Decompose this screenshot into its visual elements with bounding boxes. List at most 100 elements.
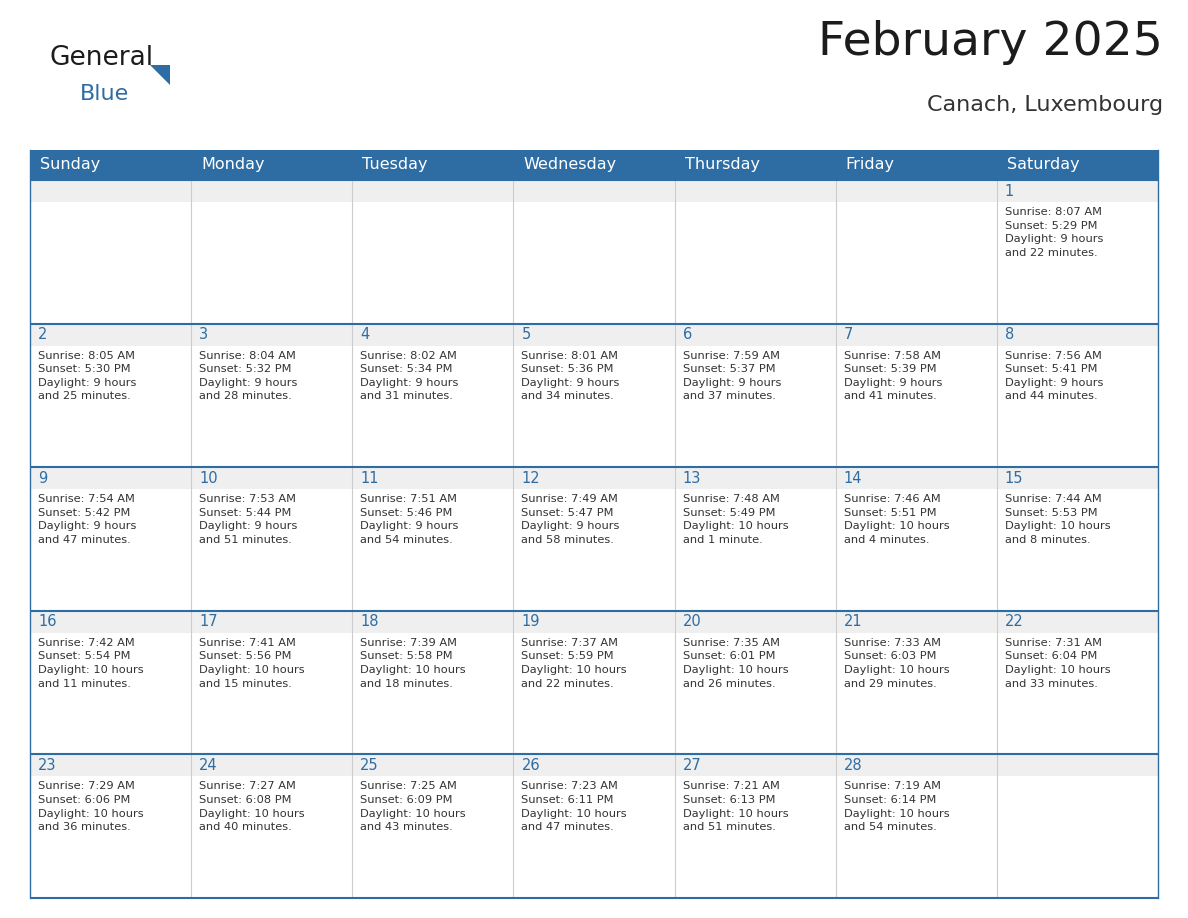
Bar xyxy=(353,610,513,633)
Bar xyxy=(997,324,1158,345)
Bar xyxy=(675,180,835,324)
Text: Sunrise: 8:05 AM
Sunset: 5:30 PM
Daylight: 9 hours
and 25 minutes.: Sunrise: 8:05 AM Sunset: 5:30 PM Dayligh… xyxy=(38,351,137,401)
Bar xyxy=(675,467,835,610)
Text: 19: 19 xyxy=(522,614,539,630)
Text: Wednesday: Wednesday xyxy=(524,158,617,173)
Bar xyxy=(513,324,675,345)
Bar xyxy=(513,755,675,777)
Text: Sunrise: 7:58 AM
Sunset: 5:39 PM
Daylight: 9 hours
and 41 minutes.: Sunrise: 7:58 AM Sunset: 5:39 PM Dayligh… xyxy=(843,351,942,401)
Text: Sunrise: 7:19 AM
Sunset: 6:14 PM
Daylight: 10 hours
and 54 minutes.: Sunrise: 7:19 AM Sunset: 6:14 PM Dayligh… xyxy=(843,781,949,833)
Bar xyxy=(835,324,997,345)
Text: 25: 25 xyxy=(360,758,379,773)
Text: Sunrise: 7:39 AM
Sunset: 5:58 PM
Daylight: 10 hours
and 18 minutes.: Sunrise: 7:39 AM Sunset: 5:58 PM Dayligh… xyxy=(360,638,466,688)
Text: 26: 26 xyxy=(522,758,541,773)
Text: Sunrise: 7:33 AM
Sunset: 6:03 PM
Daylight: 10 hours
and 29 minutes.: Sunrise: 7:33 AM Sunset: 6:03 PM Dayligh… xyxy=(843,638,949,688)
Bar xyxy=(997,324,1158,467)
Bar xyxy=(30,180,191,202)
Text: 17: 17 xyxy=(200,614,217,630)
Text: 21: 21 xyxy=(843,614,862,630)
Text: February 2025: February 2025 xyxy=(819,20,1163,65)
Bar xyxy=(353,324,513,345)
Bar xyxy=(191,755,353,777)
Bar xyxy=(191,180,353,324)
Text: 28: 28 xyxy=(843,758,862,773)
Text: Tuesday: Tuesday xyxy=(362,158,428,173)
Text: 16: 16 xyxy=(38,614,57,630)
Bar xyxy=(997,467,1158,489)
Bar xyxy=(835,180,997,202)
Bar xyxy=(513,610,675,755)
Text: Sunrise: 7:25 AM
Sunset: 6:09 PM
Daylight: 10 hours
and 43 minutes.: Sunrise: 7:25 AM Sunset: 6:09 PM Dayligh… xyxy=(360,781,466,833)
Bar xyxy=(30,324,191,345)
Text: Sunrise: 7:35 AM
Sunset: 6:01 PM
Daylight: 10 hours
and 26 minutes.: Sunrise: 7:35 AM Sunset: 6:01 PM Dayligh… xyxy=(683,638,788,688)
Text: Thursday: Thursday xyxy=(684,158,759,173)
Bar xyxy=(513,755,675,898)
Bar xyxy=(675,610,835,633)
Bar xyxy=(675,324,835,467)
Text: Monday: Monday xyxy=(201,158,265,173)
Text: Sunrise: 7:41 AM
Sunset: 5:56 PM
Daylight: 10 hours
and 15 minutes.: Sunrise: 7:41 AM Sunset: 5:56 PM Dayligh… xyxy=(200,638,305,688)
Bar xyxy=(30,467,191,489)
Bar xyxy=(675,755,835,898)
Bar xyxy=(997,467,1158,610)
Bar xyxy=(997,610,1158,633)
Text: 18: 18 xyxy=(360,614,379,630)
Text: Sunrise: 7:42 AM
Sunset: 5:54 PM
Daylight: 10 hours
and 11 minutes.: Sunrise: 7:42 AM Sunset: 5:54 PM Dayligh… xyxy=(38,638,144,688)
Text: Sunday: Sunday xyxy=(40,158,100,173)
Text: Sunrise: 7:37 AM
Sunset: 5:59 PM
Daylight: 10 hours
and 22 minutes.: Sunrise: 7:37 AM Sunset: 5:59 PM Dayligh… xyxy=(522,638,627,688)
Bar xyxy=(675,467,835,489)
Bar xyxy=(997,180,1158,324)
Text: 3: 3 xyxy=(200,327,208,342)
Text: Sunrise: 7:44 AM
Sunset: 5:53 PM
Daylight: 10 hours
and 8 minutes.: Sunrise: 7:44 AM Sunset: 5:53 PM Dayligh… xyxy=(1005,494,1111,545)
Bar xyxy=(30,610,191,755)
Bar xyxy=(997,755,1158,898)
Bar xyxy=(353,180,513,324)
Text: Sunrise: 7:56 AM
Sunset: 5:41 PM
Daylight: 9 hours
and 44 minutes.: Sunrise: 7:56 AM Sunset: 5:41 PM Dayligh… xyxy=(1005,351,1104,401)
Bar xyxy=(835,467,997,610)
Text: 1: 1 xyxy=(1005,184,1015,198)
Bar xyxy=(30,324,191,467)
Bar xyxy=(191,324,353,345)
Text: Sunrise: 8:01 AM
Sunset: 5:36 PM
Daylight: 9 hours
and 34 minutes.: Sunrise: 8:01 AM Sunset: 5:36 PM Dayligh… xyxy=(522,351,620,401)
Bar xyxy=(513,610,675,633)
Text: Sunrise: 7:48 AM
Sunset: 5:49 PM
Daylight: 10 hours
and 1 minute.: Sunrise: 7:48 AM Sunset: 5:49 PM Dayligh… xyxy=(683,494,788,545)
Text: Sunrise: 7:46 AM
Sunset: 5:51 PM
Daylight: 10 hours
and 4 minutes.: Sunrise: 7:46 AM Sunset: 5:51 PM Dayligh… xyxy=(843,494,949,545)
Bar xyxy=(835,180,997,324)
Bar xyxy=(513,324,675,467)
Bar xyxy=(835,610,997,633)
Bar xyxy=(675,324,835,345)
Bar xyxy=(353,180,513,202)
Bar xyxy=(191,755,353,898)
Bar xyxy=(191,467,353,610)
Text: Sunrise: 8:07 AM
Sunset: 5:29 PM
Daylight: 9 hours
and 22 minutes.: Sunrise: 8:07 AM Sunset: 5:29 PM Dayligh… xyxy=(1005,207,1104,258)
Bar xyxy=(353,610,513,755)
Text: 6: 6 xyxy=(683,327,691,342)
Bar xyxy=(191,467,353,489)
Bar xyxy=(30,150,1158,180)
Text: 20: 20 xyxy=(683,614,701,630)
Bar xyxy=(997,755,1158,777)
Bar xyxy=(30,755,191,777)
Bar xyxy=(675,180,835,202)
Text: Sunrise: 7:54 AM
Sunset: 5:42 PM
Daylight: 9 hours
and 47 minutes.: Sunrise: 7:54 AM Sunset: 5:42 PM Dayligh… xyxy=(38,494,137,545)
Text: Sunrise: 7:31 AM
Sunset: 6:04 PM
Daylight: 10 hours
and 33 minutes.: Sunrise: 7:31 AM Sunset: 6:04 PM Dayligh… xyxy=(1005,638,1111,688)
Bar xyxy=(353,324,513,467)
Text: 27: 27 xyxy=(683,758,701,773)
Text: Sunrise: 7:27 AM
Sunset: 6:08 PM
Daylight: 10 hours
and 40 minutes.: Sunrise: 7:27 AM Sunset: 6:08 PM Dayligh… xyxy=(200,781,305,833)
Text: Friday: Friday xyxy=(846,158,895,173)
Text: 11: 11 xyxy=(360,471,379,486)
Text: Sunrise: 7:21 AM
Sunset: 6:13 PM
Daylight: 10 hours
and 51 minutes.: Sunrise: 7:21 AM Sunset: 6:13 PM Dayligh… xyxy=(683,781,788,833)
Text: 2: 2 xyxy=(38,327,48,342)
Bar xyxy=(835,610,997,755)
Text: 24: 24 xyxy=(200,758,217,773)
Bar xyxy=(353,755,513,777)
Text: 8: 8 xyxy=(1005,327,1015,342)
Polygon shape xyxy=(150,65,170,85)
Text: 23: 23 xyxy=(38,758,57,773)
Text: General: General xyxy=(50,45,154,71)
Text: Sunrise: 7:59 AM
Sunset: 5:37 PM
Daylight: 9 hours
and 37 minutes.: Sunrise: 7:59 AM Sunset: 5:37 PM Dayligh… xyxy=(683,351,781,401)
Bar xyxy=(30,755,191,898)
Text: Sunrise: 7:53 AM
Sunset: 5:44 PM
Daylight: 9 hours
and 51 minutes.: Sunrise: 7:53 AM Sunset: 5:44 PM Dayligh… xyxy=(200,494,297,545)
Text: Sunrise: 7:49 AM
Sunset: 5:47 PM
Daylight: 9 hours
and 58 minutes.: Sunrise: 7:49 AM Sunset: 5:47 PM Dayligh… xyxy=(522,494,620,545)
Text: Sunrise: 8:04 AM
Sunset: 5:32 PM
Daylight: 9 hours
and 28 minutes.: Sunrise: 8:04 AM Sunset: 5:32 PM Dayligh… xyxy=(200,351,297,401)
